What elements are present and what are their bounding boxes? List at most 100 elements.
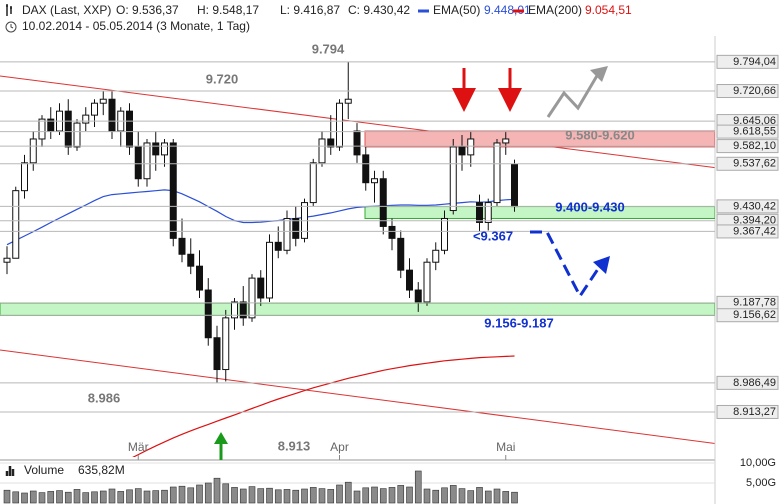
volume-bar — [108, 488, 116, 504]
candle-body — [379, 178, 387, 227]
volume-bar — [99, 490, 107, 504]
candle-body — [353, 130, 361, 156]
candle-body — [458, 146, 466, 156]
volume-bar — [143, 490, 151, 504]
candle-body — [257, 277, 265, 299]
volume-icon — [5, 466, 15, 476]
candle-body — [161, 142, 168, 156]
volume-bar — [3, 489, 11, 504]
candle-body — [362, 154, 370, 184]
y-tick-label: 9.430,42 — [733, 200, 776, 212]
period: 10.02.2014 - 05.05.2014 (3 Monate, 1 Tag… — [22, 19, 250, 33]
candle-body — [126, 110, 133, 148]
y-tick-label: 9.720,66 — [733, 85, 776, 97]
annotation: 8.986 — [88, 390, 121, 405]
candle-body — [178, 237, 186, 255]
volume-bar — [222, 483, 230, 504]
candle-body — [3, 257, 11, 263]
annotation: <9.367 — [473, 228, 513, 243]
legend-value: 9.448,01 — [484, 3, 531, 17]
candle-body — [493, 142, 501, 204]
annotation: 9.794 — [312, 41, 345, 56]
volume-bar — [336, 484, 343, 504]
volume-bar — [441, 487, 448, 504]
volume-bar — [117, 491, 125, 504]
volume-bar — [56, 490, 63, 504]
candle-body — [467, 138, 475, 156]
x-tick-label: Apr — [330, 440, 349, 454]
clock-icon — [5, 21, 17, 33]
volume-bar — [29, 490, 37, 504]
clock-hand — [10, 24, 14, 29]
y-tick-label: 9.645,06 — [733, 115, 776, 127]
volume-label: Volume — [24, 463, 64, 477]
instrument: DAX (Last, XXP) — [22, 3, 111, 17]
volume-bar — [371, 486, 378, 504]
volume-bar — [169, 486, 177, 504]
candle-icon — [6, 4, 12, 16]
candle-body — [248, 277, 256, 319]
volume-bar — [134, 488, 142, 504]
volume-bar — [64, 491, 72, 504]
volume-tick-label: 5,00G — [746, 477, 776, 489]
tick-box — [716, 54, 779, 69]
candle-body — [47, 118, 55, 132]
volume-bar — [484, 490, 492, 504]
volume-bar — [511, 491, 518, 504]
candle-body — [143, 142, 151, 180]
candle-body — [64, 110, 72, 148]
volume-bar — [126, 489, 133, 504]
candle-body — [344, 98, 352, 104]
candle-body — [187, 253, 195, 267]
zone — [364, 130, 715, 148]
zone — [0, 302, 715, 316]
volume-bar — [467, 490, 475, 504]
candle-body — [222, 317, 230, 371]
annotation: 9.720 — [206, 71, 239, 86]
volume-bar — [458, 488, 466, 504]
volume-bar — [73, 489, 81, 504]
annotation: 8.913 — [278, 438, 311, 453]
candle-body — [388, 225, 396, 239]
volume-bar — [82, 492, 90, 504]
arrow-head — [590, 66, 608, 82]
volume-bar — [274, 489, 282, 504]
trend-line — [0, 349, 715, 445]
volume-bar — [362, 487, 370, 504]
tick-box — [716, 375, 779, 390]
plot-layer: 9.794,04 9.720,66 9.645,069.618,55 9.582,10… — [0, 3, 779, 504]
volume-bar — [266, 487, 273, 504]
volume-bar — [21, 492, 28, 504]
volume-bar — [187, 487, 195, 504]
x-tick-label: Mai — [496, 440, 515, 454]
volume-bar — [231, 487, 238, 504]
candle-body — [108, 98, 116, 132]
volume-bar — [152, 490, 160, 504]
volume-bar — [327, 489, 335, 504]
volume-bar — [248, 486, 256, 504]
volume-bar — [432, 489, 440, 504]
ema-line — [132, 355, 515, 457]
candle-body — [327, 138, 335, 148]
candle-body — [309, 162, 317, 204]
y-tick-label: 9.187,78 — [733, 297, 776, 309]
zone-label: 9.400-9.430 — [555, 199, 624, 214]
candle-body — [406, 269, 413, 291]
zone — [364, 206, 715, 219]
candle-body — [283, 217, 291, 251]
y-tick-label: 9.618,55 — [733, 126, 776, 138]
volume-bar — [283, 489, 291, 504]
candle-body — [266, 241, 273, 299]
projection-arrow — [546, 73, 600, 118]
volume-bar — [239, 488, 247, 504]
tick-box — [716, 404, 779, 419]
volume-bar — [12, 491, 20, 504]
candle-body — [432, 249, 440, 263]
volume-bar — [493, 488, 501, 504]
volume-bar — [502, 491, 510, 504]
candle-body — [371, 178, 378, 184]
ohlc-high: H: 9.548,17 — [197, 3, 259, 17]
volume-bar — [406, 486, 413, 504]
